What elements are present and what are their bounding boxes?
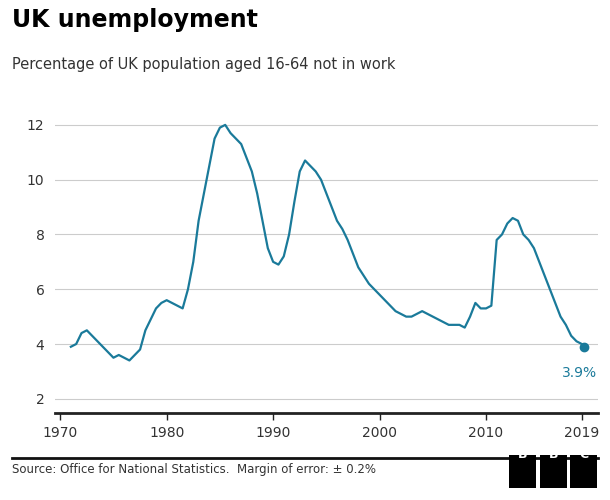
Text: Percentage of UK population aged 16-64 not in work: Percentage of UK population aged 16-64 n… xyxy=(12,58,396,72)
Text: B: B xyxy=(548,448,558,462)
Text: Source: Office for National Statistics.  Margin of error: ± 0.2%: Source: Office for National Statistics. … xyxy=(12,462,376,475)
Text: B: B xyxy=(518,448,528,462)
Text: 3.9%: 3.9% xyxy=(562,366,597,380)
Text: C: C xyxy=(580,448,588,462)
Text: UK unemployment: UK unemployment xyxy=(12,8,258,32)
